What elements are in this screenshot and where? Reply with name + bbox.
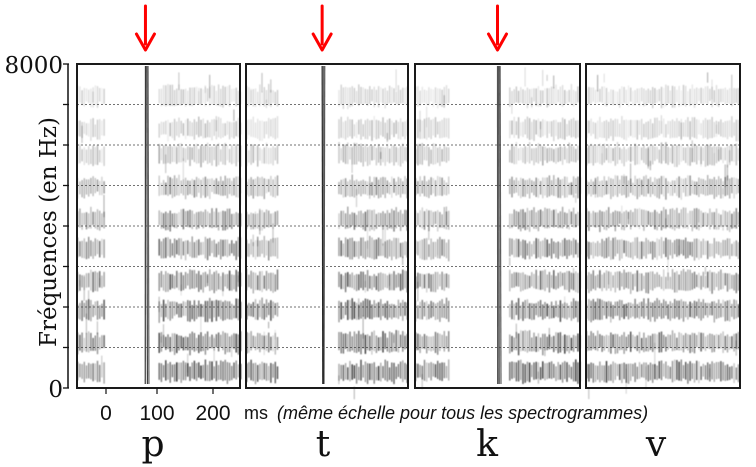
phoneme-label-v: v [645, 424, 667, 465]
x-axis-unit: ms [244, 403, 268, 423]
y-axis-ticks [63, 63, 69, 389]
panel-frame [414, 63, 581, 389]
panel-frame [76, 63, 241, 389]
spectrogram-texture [77, 72, 242, 384]
x-axis-note: (même échelle pour tous les spectrogramm… [277, 403, 648, 423]
burst-line [147, 65, 150, 385]
x-tick-100: 100 [139, 402, 174, 425]
burst-arrow-k [487, 4, 508, 52]
burst-line [146, 65, 149, 385]
phoneme-label-k: k [476, 424, 499, 465]
x-tick-0: 0 [100, 402, 112, 425]
y-axis-label: Fréquences (en Hz) [36, 117, 62, 347]
y-axis: 8000 0 Fréquences (en Hz) [4, 53, 69, 403]
spectrogram-panel-v [585, 63, 741, 400]
burst-arrow-t [311, 4, 333, 52]
burst-arrows [134, 4, 508, 52]
panel-frame [245, 63, 409, 389]
phoneme-label-p: p [141, 424, 164, 465]
y-axis-top-value: 8000 [4, 53, 63, 79]
spectrogram-texture [586, 72, 740, 400]
spectrogram-panel-k [414, 63, 581, 390]
spectrogram-panel-t [245, 63, 409, 400]
panel-frame [585, 63, 741, 389]
burst-line [499, 65, 502, 385]
spectrogram-panel-p [76, 63, 242, 389]
spectrogram-panels [76, 63, 741, 400]
phoneme-label-t: t [316, 424, 331, 465]
x-tick-200: 200 [195, 402, 230, 425]
burst-line [323, 65, 326, 385]
burst-arrow-p [134, 4, 156, 52]
x-axis: 0 100 200 ms (même échelle pour tous les… [100, 388, 648, 425]
phoneme-labels: p t k v [141, 424, 666, 465]
y-axis-bottom-value: 0 [48, 377, 63, 403]
